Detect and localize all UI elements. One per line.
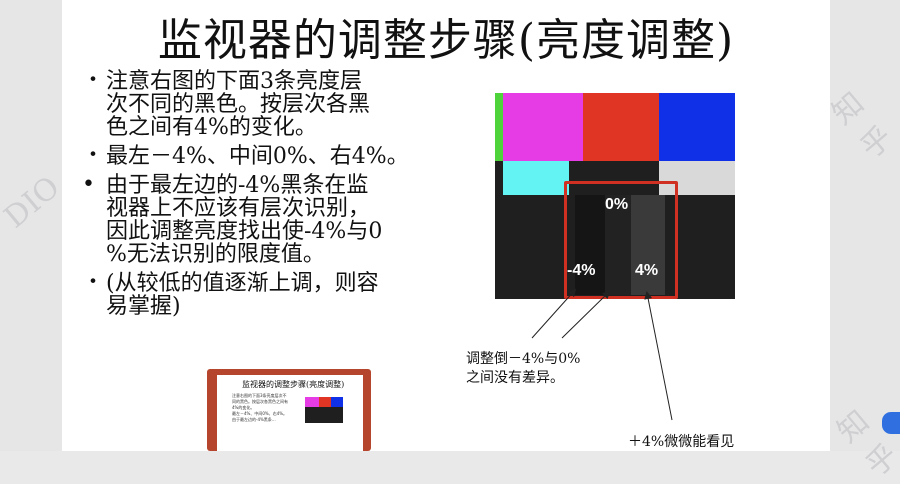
bullet-marker: ・ <box>82 68 105 93</box>
red-block <box>583 93 659 161</box>
thumbnail-dark <box>305 407 343 423</box>
white-block <box>659 161 735 195</box>
thumbnail-blue <box>331 397 343 407</box>
left-margin: DIO <box>0 0 67 451</box>
plus4-percent-label: 4% <box>635 262 659 279</box>
bullet-list: ・ 注意右图的下面3条亮度层 次不同的黑色。按层次各黑 色之间有4%的变化。 ・… <box>82 70 462 324</box>
bullet-marker: ・ <box>82 270 105 295</box>
magenta-block <box>503 93 583 161</box>
thumbnail-magenta <box>305 397 319 407</box>
bullet-item: ・ 注意右图的下面3条亮度层 次不同的黑色。按层次各黑 色之间有4%的变化。 <box>82 68 462 140</box>
thumbnail-text: 注意右图的下面3条亮度层次不同的黑色。按层次各黑色之间有4%的变化。 最左－4%… <box>232 393 288 422</box>
plus4-bar <box>631 195 665 295</box>
green-stripe <box>495 93 503 161</box>
thumbnail-red <box>319 397 331 407</box>
blue-block <box>659 93 735 161</box>
annotation-visible: ＋4%微微能看见 <box>628 434 735 450</box>
watermark-text: DIO <box>0 169 67 236</box>
slide-thumbnail[interactable]: 监视器的调整步骤(亮度调整) 注意右图的下面3条亮度层次不同的黑色。按层次各黑色… <box>207 369 371 451</box>
thumbnail-page: 监视器的调整步骤(亮度调整) 注意右图的下面3条亮度层次不同的黑色。按层次各黑色… <box>217 375 363 451</box>
bullet-marker: ・ <box>82 143 105 168</box>
floating-assistant-icon[interactable] <box>882 412 900 434</box>
thumbnail-title: 监视器的调整步骤(亮度调整) <box>242 380 345 389</box>
bullet-text: 注意右图的下面3条亮度层 次不同的黑色。按层次各黑 色之间有4%的变化。 <box>106 69 371 140</box>
bullet-text: (从较低的值逐渐上调，则容 易掌握) <box>106 271 379 319</box>
minus4-bar <box>575 195 605 295</box>
presentation-slide: 监视器的调整步骤(亮度调整) ・ 注意右图的下面3条亮度层 次不同的黑色。按层次… <box>62 0 830 451</box>
bullet-item: ・ (从较低的值逐渐上调，则容 易掌握) <box>82 270 462 319</box>
cyan-block <box>503 161 569 195</box>
bullet-item: ・ 最左－4%、中间0%、右4%。 <box>82 143 462 169</box>
bullet-text: 最左－4%、中间0%、右4%。 <box>106 144 409 169</box>
zero-bar <box>605 195 631 295</box>
arrow-plus4 <box>644 291 673 421</box>
right-margin: 知乎 知乎 <box>826 0 900 484</box>
minus4-percent-label: -4% <box>567 262 596 279</box>
bullet-text: 由于最左边的-4%黑条在监 视器上不应该有层次识别， 因此调整亮度找出使-4%与… <box>106 173 383 267</box>
highlight-frame <box>564 181 678 299</box>
annotation-equal: 调整倒－4%与0% 之间没有差异。 <box>466 351 581 386</box>
bullet-item: • 由于最左边的-4%黑条在监 视器上不应该有层次识别， 因此调整亮度找出使-4… <box>82 172 462 267</box>
watermark-text: 知乎 <box>825 85 900 166</box>
brightness-test-pattern: 0% -4% 4% <box>495 93 735 299</box>
zero-percent-label: 0% <box>605 196 629 213</box>
bullet-marker: • <box>82 172 95 197</box>
slide-title: 监视器的调整步骤(亮度调整) <box>157 15 735 66</box>
